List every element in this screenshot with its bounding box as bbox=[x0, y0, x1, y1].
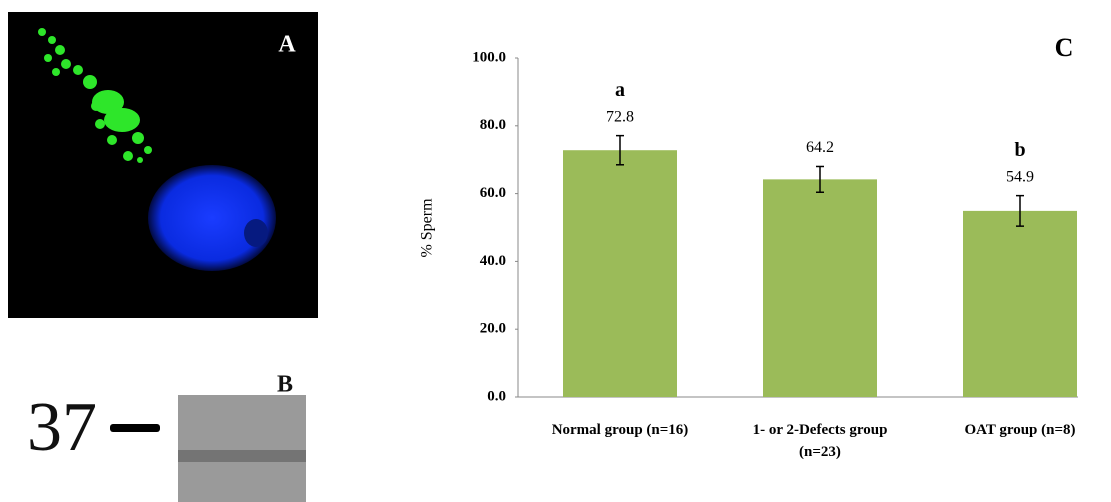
x-tick-label: OAT group (n=8) bbox=[930, 419, 1110, 441]
nucleus bbox=[148, 165, 276, 271]
value-label: 54.9 bbox=[1006, 168, 1034, 185]
y-tick-label: 80.0 bbox=[480, 117, 506, 133]
value-label: 72.8 bbox=[606, 108, 634, 125]
panel-label: A bbox=[278, 32, 296, 58]
bar bbox=[963, 211, 1077, 397]
marker-band bbox=[110, 424, 160, 432]
x-tick-label: 1- or 2-Defects group (n=23) bbox=[730, 419, 910, 463]
panel-label: C bbox=[1055, 33, 1074, 62]
y-tick-label: 0.0 bbox=[487, 388, 506, 404]
figure: A B 37 C % Sperm 0.0 20.0 40.0 60.0 80.0 100.… bbox=[0, 0, 1111, 502]
blot-band bbox=[178, 450, 306, 462]
size-marker: 37 bbox=[27, 389, 97, 466]
y-tick-label: 20.0 bbox=[480, 321, 506, 337]
panel-label: B bbox=[277, 372, 293, 398]
y-tick-label: 100.0 bbox=[472, 49, 506, 65]
nucleus-shadow bbox=[244, 219, 268, 247]
y-tick-label: 40.0 bbox=[480, 253, 506, 269]
significance-letter: a bbox=[615, 79, 625, 101]
y-tick-label: 60.0 bbox=[480, 185, 506, 201]
bar bbox=[563, 150, 677, 397]
value-label: 64.2 bbox=[806, 139, 834, 156]
blot-image bbox=[178, 395, 306, 502]
significance-letter: b bbox=[1014, 139, 1025, 161]
bar bbox=[763, 179, 877, 397]
x-tick-label: Normal group (n=16) bbox=[530, 419, 710, 441]
y-axis-title: % Sperm bbox=[419, 198, 436, 258]
fluorescence-image bbox=[8, 12, 318, 318]
